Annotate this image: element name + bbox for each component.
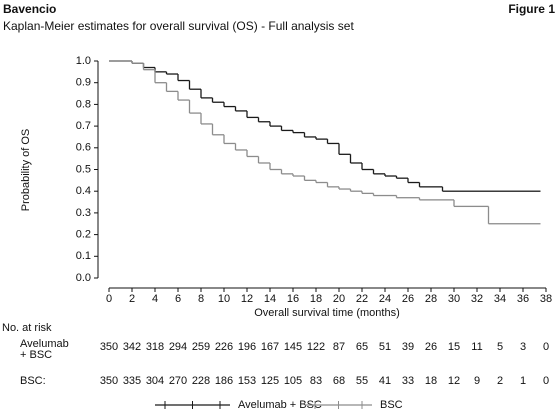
figure-label: Figure 1 — [508, 2, 555, 16]
x-tick-label: 0 — [106, 293, 112, 305]
risk-count: 0 — [543, 375, 549, 387]
risk-count: 39 — [402, 341, 414, 353]
risk-count: 0 — [543, 341, 549, 353]
x-tick-label: 36 — [517, 293, 529, 305]
risk-count: 226 — [215, 341, 233, 353]
risk-count: 259 — [192, 341, 210, 353]
risk-title: No. at risk — [2, 322, 52, 334]
x-tick-label: 32 — [471, 293, 483, 305]
risk-count: 3 — [520, 341, 526, 353]
risk-count: 41 — [379, 375, 391, 387]
x-tick-label: 14 — [264, 293, 276, 305]
risk-count: 15 — [448, 341, 460, 353]
risk-count: 125 — [261, 375, 279, 387]
x-tick-label: 20 — [333, 293, 345, 305]
risk-row-label: BSC: — [20, 375, 46, 387]
risk-count: 335 — [123, 375, 141, 387]
y-axis-title: Probability of OS — [20, 129, 32, 212]
risk-count: 105 — [284, 375, 302, 387]
risk-count: 186 — [215, 375, 233, 387]
x-tick-label: 8 — [198, 293, 204, 305]
risk-count: 145 — [284, 341, 302, 353]
risk-count: 5 — [497, 341, 503, 353]
y-tick-label: 0.9 — [76, 77, 91, 89]
x-tick-label: 22 — [356, 293, 368, 305]
x-tick-label: 2 — [129, 293, 135, 305]
chart-title: Bavencio — [3, 2, 56, 16]
risk-count: 9 — [474, 375, 480, 387]
risk-count: 68 — [333, 375, 345, 387]
x-tick-label: 26 — [402, 293, 414, 305]
legend-label: BSC — [380, 399, 403, 411]
risk-count: 167 — [261, 341, 279, 353]
y-tick-label: 0.6 — [76, 142, 91, 154]
y-tick-label: 0.8 — [76, 98, 91, 110]
legend-label: Avelumab + BSC — [238, 399, 322, 411]
x-tick-label: 16 — [287, 293, 299, 305]
y-tick-label: 0.1 — [76, 250, 91, 262]
y-tick-label: 0.3 — [76, 207, 91, 219]
risk-count: 2 — [497, 375, 503, 387]
x-tick-label: 6 — [175, 293, 181, 305]
x-axis-title: Overall survival time (months) — [254, 307, 399, 319]
risk-count: 122 — [307, 341, 325, 353]
x-tick-label: 4 — [152, 293, 158, 305]
risk-count: 153 — [238, 375, 256, 387]
risk-count: 318 — [146, 341, 164, 353]
risk-count: 228 — [192, 375, 210, 387]
y-tick-label: 0.4 — [76, 185, 91, 197]
risk-count: 83 — [310, 375, 322, 387]
y-tick-label: 0.2 — [76, 229, 91, 241]
risk-count: 87 — [333, 341, 345, 353]
risk-count: 342 — [123, 341, 141, 353]
y-tick-label: 0.5 — [76, 163, 91, 175]
risk-count: 196 — [238, 341, 256, 353]
risk-count: 55 — [356, 375, 368, 387]
risk-count: 294 — [169, 341, 187, 353]
y-tick-label: 0.0 — [76, 272, 91, 284]
x-tick-label: 34 — [494, 293, 506, 305]
risk-count: 304 — [146, 375, 164, 387]
risk-count: 65 — [356, 341, 368, 353]
chart-subtitle: Kaplan-Meier estimates for overall survi… — [3, 19, 354, 33]
risk-count: 350 — [100, 341, 118, 353]
x-tick-label: 24 — [379, 293, 391, 305]
x-tick-label: 10 — [218, 293, 230, 305]
risk-count: 350 — [100, 375, 118, 387]
risk-count: 270 — [169, 375, 187, 387]
risk-count: 33 — [402, 375, 414, 387]
risk-count: 26 — [425, 341, 437, 353]
risk-count: 12 — [448, 375, 460, 387]
risk-count: 51 — [379, 341, 391, 353]
risk-count: 1 — [520, 375, 526, 387]
y-tick-label: 1.0 — [76, 55, 91, 67]
x-tick-label: 30 — [448, 293, 460, 305]
x-tick-label: 12 — [241, 293, 253, 305]
risk-count: 11 — [471, 341, 482, 353]
x-tick-label: 28 — [425, 293, 437, 305]
y-tick-label: 0.7 — [76, 120, 91, 132]
risk-count: 18 — [425, 375, 437, 387]
risk-row-label: Avelumab + BSC — [20, 338, 69, 361]
x-tick-label: 38 — [540, 293, 552, 305]
x-tick-label: 18 — [310, 293, 322, 305]
